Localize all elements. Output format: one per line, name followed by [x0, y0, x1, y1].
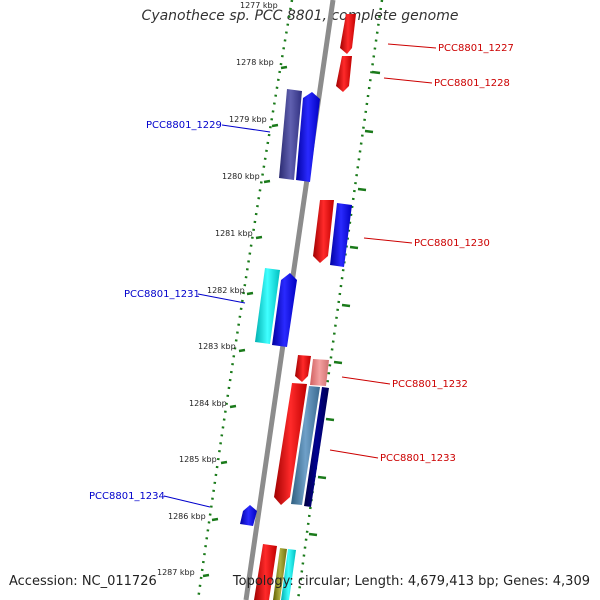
tick-label: 1283 kbp: [198, 342, 236, 351]
gene-arrow-1231[interactable]: [255, 268, 280, 344]
gene-arrow-1229b[interactable]: [296, 92, 320, 182]
gene-arrow-1230[interactable]: [313, 200, 334, 263]
gene-arrow-1232-small[interactable]: [295, 355, 311, 382]
gene-arrow-1233-navy[interactable]: [304, 387, 329, 507]
gene-arrow-1234[interactable]: [240, 505, 257, 526]
gene-arrow-1232[interactable]: [310, 359, 329, 386]
tick-label: 1285 kbp: [179, 455, 217, 464]
tick-label: 1284 kbp: [189, 399, 227, 408]
gene-arrow-1228[interactable]: [336, 56, 352, 92]
gene-arrow-bottom-olive[interactable]: [273, 548, 287, 600]
forward-strand-genes: [254, 14, 356, 600]
gene-arrow-1230b[interactable]: [330, 203, 352, 267]
map-title: Cyanothece sp. PCC 8801, complete genome: [141, 8, 459, 24]
tick-label: 1277 kbp: [240, 1, 278, 10]
label-leader-lines: [163, 43, 437, 508]
gene-labels: PCC8801_1227 PCC8801_1228 PCC8801_1229 P…: [89, 43, 514, 502]
gene-label-1231[interactable]: PCC8801_1231: [124, 289, 200, 300]
gene-label-1233[interactable]: PCC8801_1233: [380, 453, 456, 464]
gene-arrow-1231b[interactable]: [272, 273, 297, 347]
topology-text: Topology: circular; Length: 4,679,413 bp…: [232, 574, 590, 589]
gene-label-1230[interactable]: PCC8801_1230: [414, 238, 490, 249]
gene-arrow-1233-red[interactable]: [274, 383, 307, 505]
accession-text: Accession: NC_011726: [9, 574, 157, 589]
outer-track-dashes: [308, 70, 381, 537]
inner-dotted-track: [196, 0, 294, 600]
inner-track-ticks: [202, 65, 288, 578]
gene-label-1232[interactable]: PCC8801_1232: [392, 379, 468, 390]
tick-label: 1280 kbp: [222, 172, 260, 181]
gene-arrow-1233-steel[interactable]: [291, 386, 320, 505]
tick-label: 1279 kbp: [229, 115, 267, 124]
gene-arrow-1229[interactable]: [279, 89, 302, 180]
gene-label-1227[interactable]: PCC8801_1227: [438, 43, 514, 54]
tick-label: 1278 kbp: [236, 58, 274, 67]
tick-label: 1286 kbp: [168, 512, 206, 521]
tick-label: 1282 kbp: [207, 286, 245, 295]
outer-dotted-track: [296, 0, 384, 600]
tick-label: 1287 kbp: [157, 568, 195, 577]
gene-arrow-1227[interactable]: [340, 14, 356, 54]
gene-arrow-bottom-red[interactable]: [254, 544, 277, 600]
reverse-strand-genes: [240, 89, 320, 526]
tick-labels: 1277 kbp 1278 kbp 1279 kbp 1280 kbp 1281…: [157, 1, 278, 577]
gene-label-1228[interactable]: PCC8801_1228: [434, 78, 510, 89]
tick-label: 1281 kbp: [215, 229, 253, 238]
gene-label-1229[interactable]: PCC8801_1229: [146, 120, 222, 131]
gene-label-1234[interactable]: PCC8801_1234: [89, 491, 165, 502]
gene-arrow-bottom-cyan[interactable]: [281, 549, 296, 600]
